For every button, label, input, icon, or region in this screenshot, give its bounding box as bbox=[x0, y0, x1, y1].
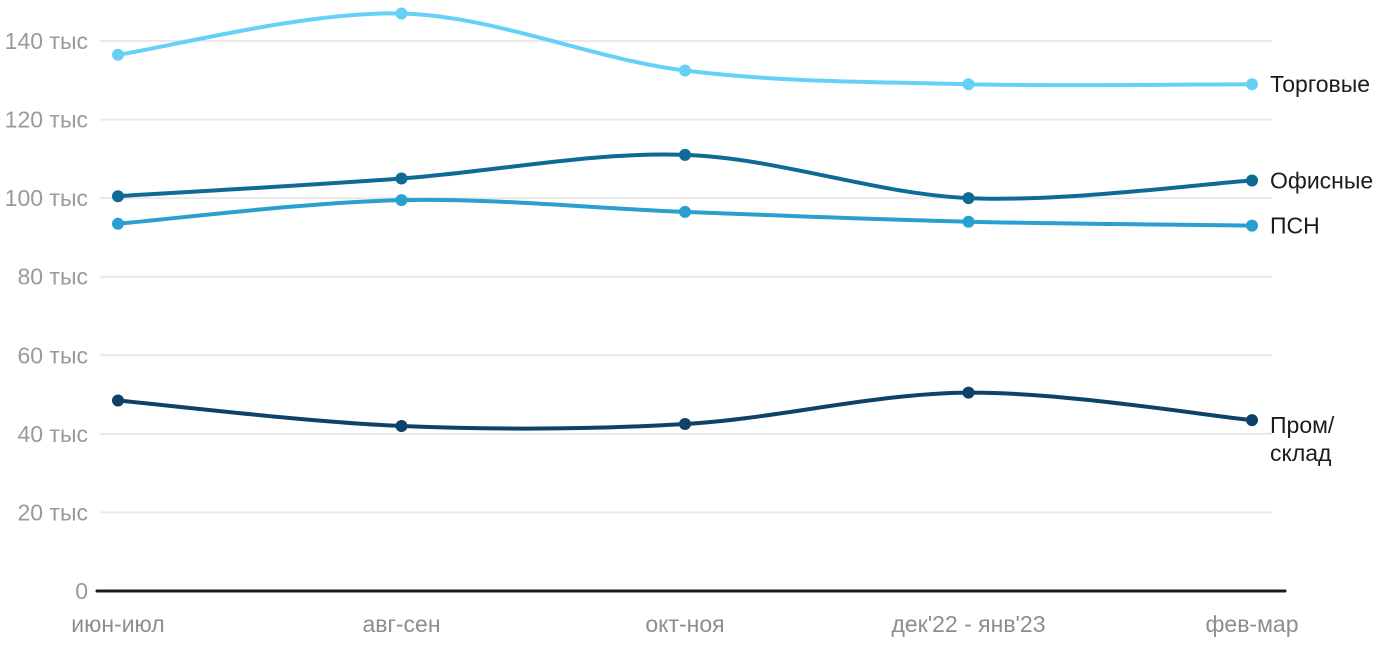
data-point-torgovye[interactable] bbox=[395, 7, 408, 20]
data-point-ofisnye[interactable] bbox=[679, 148, 691, 161]
data-point-torgovye[interactable] bbox=[962, 78, 975, 91]
legend-label-psn: ПСН bbox=[1270, 213, 1320, 239]
data-point-prom-sklad[interactable] bbox=[962, 386, 975, 399]
x-axis-tick-label: фев-мар bbox=[1206, 611, 1299, 637]
data-point-ofisnye[interactable] bbox=[112, 190, 124, 203]
y-axis-tick-label: 120 тыс bbox=[5, 107, 88, 133]
data-point-ofisnye[interactable] bbox=[1246, 174, 1258, 187]
data-point-psn[interactable] bbox=[679, 205, 691, 218]
data-point-prom-sklad[interactable] bbox=[112, 394, 124, 407]
legend-label-ofisnye: Офисные bbox=[1270, 168, 1373, 194]
data-point-torgovye[interactable] bbox=[1246, 78, 1258, 91]
y-axis-tick-label: 60 тыс bbox=[17, 342, 88, 368]
data-point-psn[interactable] bbox=[112, 217, 124, 230]
y-axis-tick-label: 0 bbox=[75, 578, 88, 604]
legend-label-torgovye: Торговые bbox=[1270, 71, 1370, 97]
y-axis-tick-label: 40 тыс bbox=[17, 421, 88, 447]
y-axis-tick-label: 80 тыс bbox=[17, 264, 88, 290]
data-point-torgovye[interactable] bbox=[112, 48, 124, 61]
data-point-ofisnye[interactable] bbox=[395, 172, 408, 185]
x-axis-tick-label: июн-июл bbox=[71, 611, 164, 637]
legend-label-line: ПСН bbox=[1270, 213, 1320, 239]
data-point-psn[interactable] bbox=[395, 194, 408, 207]
legend-label-line: Пром/ bbox=[1270, 412, 1335, 438]
x-axis-tick-label: окт-ноя bbox=[645, 611, 724, 637]
x-axis-tick-label: дек'22 - янв'23 bbox=[891, 611, 1045, 637]
data-point-prom-sklad[interactable] bbox=[679, 418, 691, 430]
x-axis-tick-label: авг-сен bbox=[362, 611, 440, 637]
legend-label-prom-sklad: Пром/склад bbox=[1270, 412, 1335, 466]
data-point-prom-sklad[interactable] bbox=[1246, 414, 1258, 427]
y-axis-tick-label: 100 тыс bbox=[5, 185, 88, 211]
data-point-psn[interactable] bbox=[962, 215, 975, 228]
legend-label-line: склад bbox=[1270, 440, 1332, 466]
data-point-prom-sklad[interactable] bbox=[395, 420, 408, 432]
data-point-torgovye[interactable] bbox=[679, 64, 691, 77]
y-axis-tick-label: 20 тыс bbox=[17, 499, 88, 525]
series-line-ofisnye bbox=[116, 152, 1254, 201]
legend-label-line: Офисные bbox=[1270, 168, 1373, 194]
data-point-ofisnye[interactable] bbox=[962, 192, 975, 205]
y-axis-tick-label: 140 тыс bbox=[5, 28, 88, 54]
data-point-psn[interactable] bbox=[1246, 219, 1258, 232]
legend-label-line: Торговые bbox=[1270, 71, 1370, 97]
